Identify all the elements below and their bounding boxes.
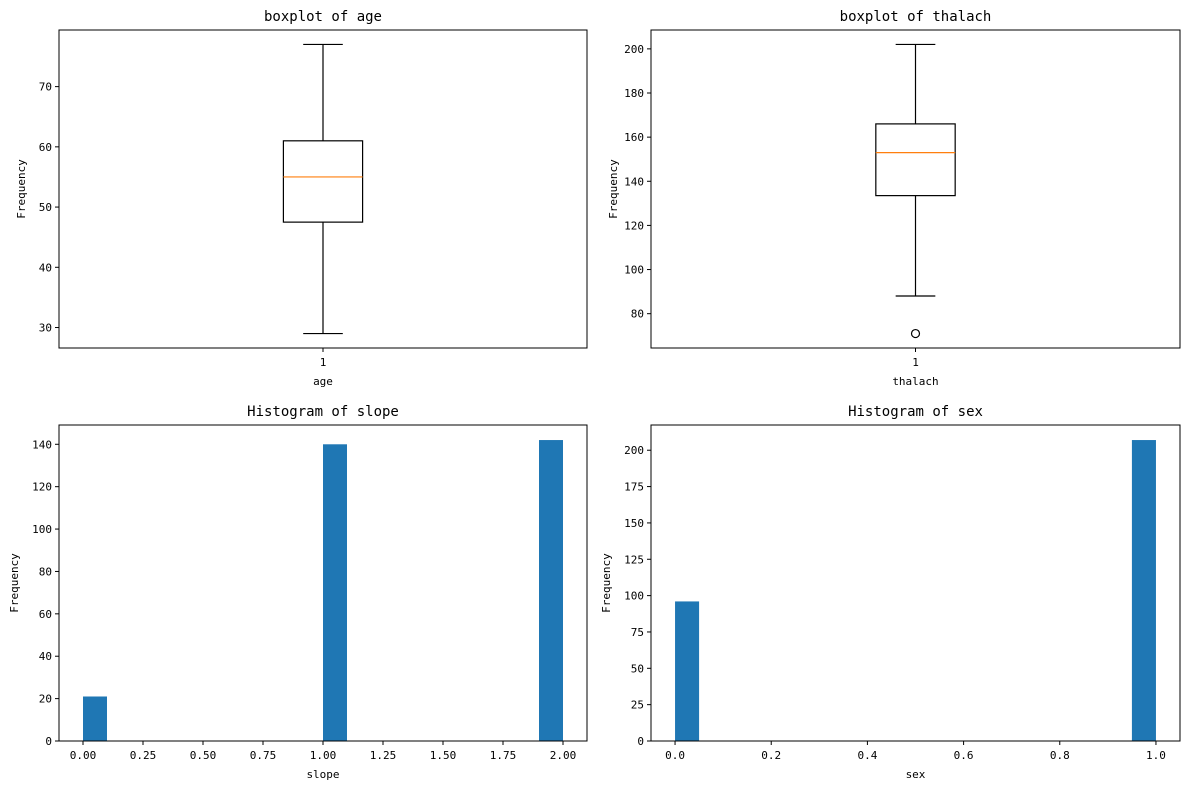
- y-tick-label: 40: [39, 261, 52, 274]
- y-axis-label: Frequency: [600, 553, 613, 613]
- x-tick-label: 0.25: [130, 749, 157, 762]
- chart-1: boxplot of age 30 40 50 60 70 Frequency age 1: [15, 9, 588, 388]
- box-iqr: [875, 123, 956, 197]
- y-tick-label: 200: [624, 43, 644, 56]
- y-tick-label: 40: [39, 650, 52, 663]
- x-axis-label: thalach: [892, 375, 938, 388]
- y-tick-label: 25: [631, 699, 644, 712]
- axes-frame: [58, 29, 588, 349]
- y-tick-label: 100: [32, 523, 52, 536]
- x-tick-label: 1: [912, 356, 919, 369]
- y-tick-label: 160: [624, 131, 644, 144]
- x-tick-label: 1.00: [310, 749, 337, 762]
- x-tick-label: 0.50: [190, 749, 217, 762]
- y-tick-label: 60: [39, 141, 52, 154]
- chart-title: boxplot of thalach: [840, 9, 992, 25]
- y-tick-label: 20: [39, 693, 52, 706]
- outlier-point: [910, 328, 921, 339]
- y-tick-label: 75: [631, 626, 644, 639]
- y-tick-label: 100: [624, 590, 644, 603]
- box-iqr: [282, 140, 364, 223]
- histogram-bar: [675, 601, 700, 741]
- chart-title: Histogram of sex: [848, 404, 983, 420]
- chart-4: Histogram of sex 0 25 50 75 100 125 150 175 200 Fr…: [600, 404, 1181, 781]
- y-tick-label: 50: [39, 201, 52, 214]
- y-tick-label: 100: [624, 264, 644, 277]
- y-tick-label: 125: [624, 553, 644, 566]
- x-tick-label: 1.0: [1146, 749, 1166, 762]
- axes-frame: [650, 29, 1181, 349]
- x-tick-label: 0.4: [857, 749, 877, 762]
- y-tick-label: 80: [631, 308, 644, 321]
- y-tick-label: 150: [624, 517, 644, 530]
- y-tick-label: 0: [637, 735, 644, 748]
- x-tick-label: 1.50: [430, 749, 457, 762]
- y-tick-label: 70: [39, 81, 52, 94]
- x-tick-label: 0.00: [70, 749, 97, 762]
- x-axis-label: sex: [906, 768, 926, 781]
- x-axis-label: age: [313, 375, 333, 388]
- y-tick-label: 50: [631, 662, 644, 675]
- y-axis-label: Frequency: [607, 159, 620, 219]
- x-tick-label: 2.00: [550, 749, 577, 762]
- y-tick-label: 175: [624, 481, 644, 494]
- x-tick-label: 1.25: [370, 749, 397, 762]
- y-tick-label: 80: [39, 565, 52, 578]
- chart-title: boxplot of age: [264, 9, 382, 25]
- y-tick-label: 0: [45, 735, 52, 748]
- chart-title: Histogram of slope: [247, 404, 399, 420]
- y-tick-label: 120: [624, 219, 644, 232]
- y-tick-label: 120: [32, 481, 52, 494]
- x-tick-label: 0.8: [1050, 749, 1070, 762]
- x-tick-label: 1: [320, 356, 327, 369]
- chart-3: Histogram of slope 0 20 40 60 80 100 120 140 Freq…: [8, 404, 588, 781]
- histogram-bar: [83, 696, 107, 741]
- x-tick-label: 0.0: [665, 749, 685, 762]
- histogram-bar: [539, 440, 563, 741]
- y-tick-label: 200: [624, 444, 644, 457]
- x-tick-label: 1.75: [490, 749, 517, 762]
- y-axis-label: Frequency: [15, 159, 28, 219]
- axes-frame: [650, 424, 1181, 742]
- axes-frame: [58, 424, 588, 742]
- y-axis-label: Frequency: [8, 553, 21, 613]
- x-tick-label: 0.75: [250, 749, 277, 762]
- histogram-bar: [323, 444, 347, 741]
- chart-2: boxplot of thalach 80 100 120 140 160 180 200 Fr…: [607, 9, 1181, 388]
- histogram-bar: [1131, 440, 1156, 741]
- y-tick-label: 180: [624, 87, 644, 100]
- y-tick-label: 30: [39, 322, 52, 335]
- y-tick-label: 60: [39, 608, 52, 621]
- x-tick-label: 0.2: [761, 749, 781, 762]
- y-tick-label: 140: [624, 175, 644, 188]
- x-axis-label: slope: [306, 768, 339, 781]
- y-tick-label: 140: [32, 438, 52, 451]
- x-tick-label: 0.6: [954, 749, 974, 762]
